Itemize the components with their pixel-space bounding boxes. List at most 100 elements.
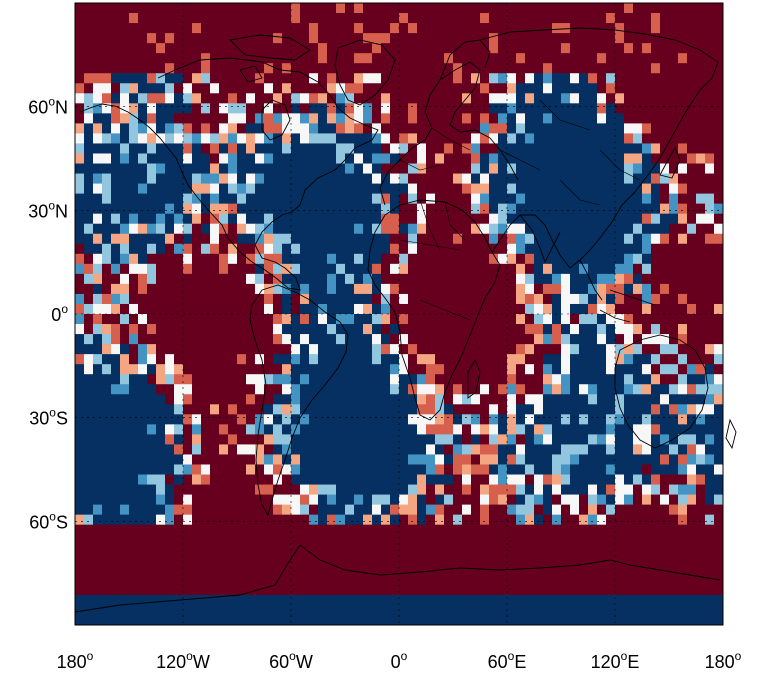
- grid-cell: [246, 13, 256, 24]
- grid-cell: [102, 434, 112, 445]
- grid-cell: [417, 454, 427, 465]
- grid-cell: [372, 404, 382, 415]
- grid-cell: [516, 434, 526, 445]
- grid-cell: [516, 344, 526, 355]
- grid-cell: [129, 524, 139, 536]
- grid-cell: [246, 173, 256, 184]
- grid-cell: [435, 43, 445, 54]
- grid-cell: [615, 173, 625, 184]
- grid-cell: [120, 504, 130, 516]
- grid-cell: [120, 384, 130, 395]
- grid-cell: [147, 103, 157, 114]
- grid-cell: [714, 564, 724, 576]
- grid-cell: [507, 444, 517, 455]
- grid-cell: [525, 93, 535, 104]
- grid-cell: [444, 253, 454, 265]
- grid-cell: [390, 474, 400, 485]
- grid-cell: [714, 283, 724, 295]
- grid-cell: [345, 364, 355, 375]
- grid-cell: [516, 604, 526, 616]
- grid-cell: [138, 83, 148, 94]
- grid-cell: [174, 243, 184, 255]
- grid-cell: [678, 454, 688, 465]
- grid-cell: [336, 334, 346, 345]
- grid-cell: [183, 33, 193, 44]
- grid-cell: [354, 404, 364, 415]
- grid-cell: [624, 464, 634, 475]
- grid-cell: [534, 203, 544, 215]
- grid-cell: [273, 213, 283, 225]
- grid-cell: [498, 143, 508, 154]
- grid-cell: [705, 113, 715, 124]
- grid-cell: [534, 474, 544, 485]
- grid-cell: [192, 153, 202, 164]
- grid-cell: [651, 83, 661, 94]
- grid-cell: [471, 253, 481, 265]
- grid-cell: [696, 554, 706, 566]
- grid-cell: [354, 384, 364, 395]
- grid-cell: [561, 594, 571, 606]
- grid-cell: [129, 514, 139, 526]
- grid-cell: [633, 404, 643, 415]
- grid-cell: [111, 354, 121, 365]
- grid-cell: [192, 374, 202, 385]
- grid-cell: [282, 614, 292, 626]
- grid-cell: [345, 63, 355, 74]
- grid-cell: [696, 93, 706, 104]
- grid-cell: [327, 13, 337, 24]
- grid-cell: [291, 53, 301, 64]
- grid-cell: [192, 424, 202, 435]
- grid-cell: [120, 223, 130, 235]
- grid-cell: [228, 594, 238, 606]
- grid-cell: [93, 23, 103, 34]
- grid-cell: [444, 544, 454, 556]
- grid-cell: [570, 444, 580, 455]
- grid-cell: [534, 163, 544, 174]
- grid-cell: [588, 3, 598, 14]
- grid-cell: [201, 524, 211, 536]
- grid-cell: [642, 354, 652, 365]
- grid-cell: [309, 344, 319, 355]
- grid-cell: [237, 424, 247, 435]
- grid-cell: [129, 273, 139, 285]
- grid-cell: [291, 324, 301, 335]
- grid-cell: [156, 494, 166, 506]
- grid-cell: [660, 203, 670, 215]
- grid-cell: [633, 514, 643, 526]
- grid-cell: [534, 93, 544, 104]
- grid-cell: [111, 223, 121, 235]
- grid-cell: [399, 604, 409, 616]
- grid-cell: [246, 454, 256, 465]
- grid-cell: [93, 153, 103, 164]
- grid-cell: [291, 73, 301, 84]
- grid-cell: [435, 494, 445, 506]
- grid-cell: [354, 193, 364, 205]
- grid-cell: [705, 444, 715, 455]
- grid-cell: [435, 93, 445, 104]
- grid-cell: [453, 213, 463, 225]
- grid-cell: [705, 584, 715, 596]
- grid-cell: [678, 524, 688, 536]
- grid-cell: [273, 163, 283, 174]
- grid-cell: [192, 414, 202, 425]
- grid-cell: [435, 484, 445, 495]
- grid-cell: [273, 524, 283, 536]
- grid-cell: [255, 344, 265, 355]
- grid-cell: [633, 163, 643, 174]
- grid-cell: [570, 384, 580, 395]
- grid-cell: [237, 193, 247, 205]
- grid-cell: [552, 594, 562, 606]
- grid-cell: [174, 293, 184, 305]
- grid-cell: [624, 614, 634, 626]
- grid-cell: [678, 123, 688, 134]
- grid-cell: [390, 133, 400, 144]
- grid-cell: [300, 504, 310, 516]
- grid-cell: [228, 524, 238, 536]
- grid-cell: [561, 324, 571, 335]
- grid-cell: [660, 354, 670, 365]
- grid-cell: [444, 113, 454, 124]
- grid-cell: [471, 524, 481, 536]
- grid-cell: [696, 103, 706, 114]
- grid-cell: [633, 33, 643, 44]
- grid-cell: [408, 354, 418, 365]
